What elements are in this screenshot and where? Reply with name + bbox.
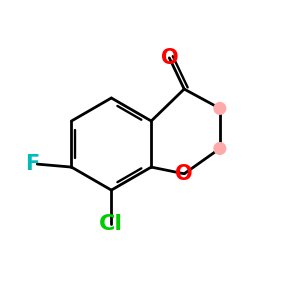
Text: O: O	[176, 164, 193, 184]
Text: F: F	[25, 154, 39, 174]
Text: O: O	[160, 48, 178, 68]
Circle shape	[213, 142, 226, 155]
Circle shape	[213, 102, 226, 115]
Text: Cl: Cl	[99, 214, 123, 234]
